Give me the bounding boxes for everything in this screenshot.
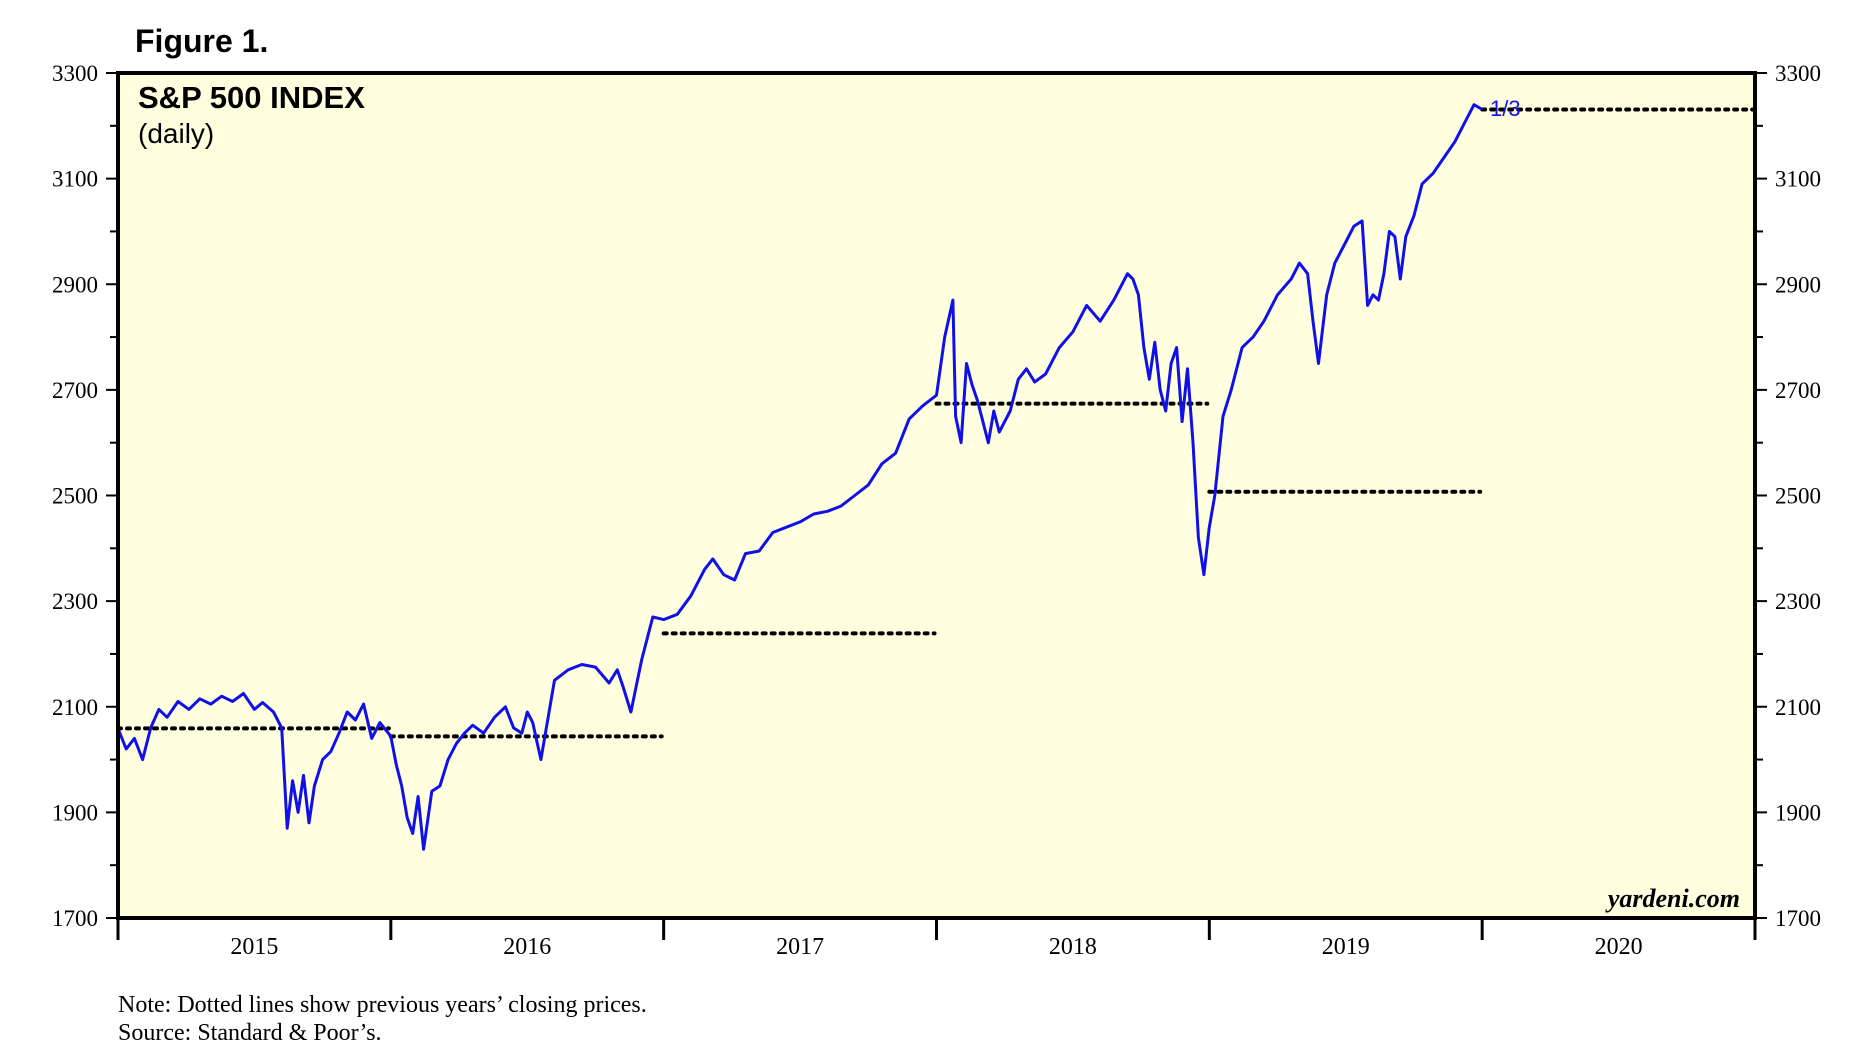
y-tick-label-left: 1900 (52, 800, 98, 825)
y-tick-label-right: 1900 (1775, 800, 1821, 825)
y-tick-label-left: 2100 (52, 695, 98, 720)
annotation-label: 1/3 (1490, 96, 1521, 121)
y-tick-label-left: 2300 (52, 589, 98, 614)
source-line: Source: Standard & Poor’s. (118, 1020, 382, 1046)
y-tick-label-right: 2500 (1775, 484, 1821, 509)
x-tick-label: 2015 (230, 934, 278, 960)
y-tick-label-right: 2300 (1775, 589, 1821, 614)
y-axis-left: 1700 1900 2100 2300 2500 2700 2900 3100 3300 (52, 61, 98, 931)
chart-title: S&P 500 INDEX (138, 80, 365, 115)
figure-label: Figure 1. (135, 23, 268, 59)
y-tick-label-right: 2700 (1775, 378, 1821, 403)
y-tick-label-right: 2100 (1775, 695, 1821, 720)
watermark: yardeni.com (1605, 884, 1740, 913)
y-tick-label-right: 3100 (1775, 167, 1821, 192)
series-line-sp500 (116, 103, 1483, 851)
y-tick-label-left: 2500 (52, 484, 98, 509)
x-tick-label: 2016 (503, 934, 551, 960)
y-tick-label-right: 3300 (1775, 61, 1821, 86)
note-line: Note: Dotted lines show previous years’ … (118, 992, 647, 1018)
x-axis: 2015 2016 2017 2018 2019 2020 (116, 918, 1757, 960)
y-tick-label-right: 2900 (1775, 272, 1821, 297)
y-axis-right: 1700 1900 2100 2300 2500 2700 2900 3100 3300 (1775, 61, 1821, 931)
y-tick-label-right: 1700 (1775, 906, 1821, 931)
y-tick-label-left: 2900 (52, 272, 98, 297)
reference-lines (116, 107, 1755, 739)
y-tick-label-left: 3300 (52, 61, 98, 86)
x-tick-label: 2019 (1322, 934, 1370, 960)
plot-area (118, 73, 1755, 918)
x-tick-label: 2020 (1595, 934, 1643, 960)
y-tick-label-left: 1700 (52, 906, 98, 931)
y-tick-label-left: 2700 (52, 378, 98, 403)
x-tick-label: 2018 (1049, 934, 1097, 960)
chart-subtitle: (daily) (138, 118, 214, 149)
y-tick-label-left: 3100 (52, 167, 98, 192)
x-tick-label: 2017 (776, 934, 824, 960)
